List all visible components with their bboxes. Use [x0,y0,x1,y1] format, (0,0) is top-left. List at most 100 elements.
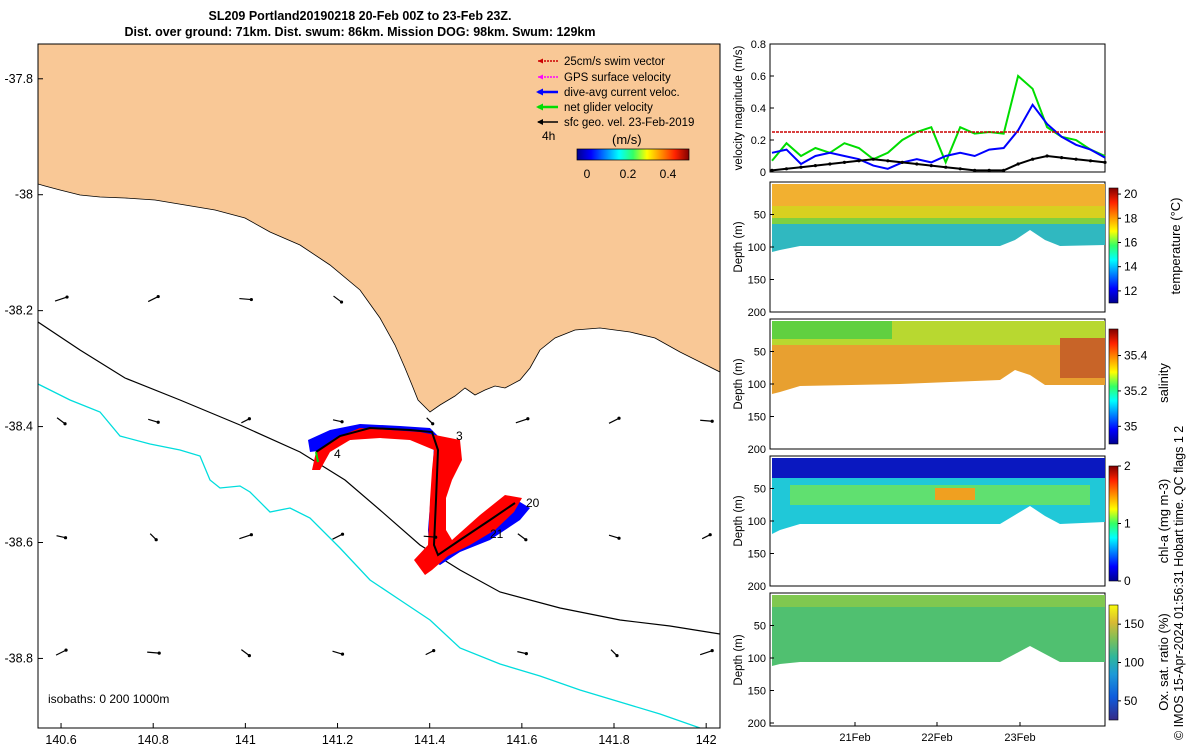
vector-arrow-head [249,297,253,302]
depth-tick-label: 50 [754,621,766,633]
vector-arrow-head [617,536,621,540]
land-mass [38,44,720,413]
chl-surface-layer [772,458,1105,480]
map-x-tick-label: 140.8 [138,733,169,747]
velocity-point [770,168,774,172]
vector-arrow [239,297,252,301]
map-frame [37,43,721,729]
vector-arrow-head [340,420,344,424]
map-y-tick-label: -38.6 [5,536,34,550]
velocity-point [915,162,919,166]
depth-panels: Depth (m) temperature (°C) Depth (m) sal… [733,181,1183,744]
geostrophic-vector-field [54,294,714,658]
velocity-y-label: velocity magnitude (m/s) [733,46,745,171]
depth-axis-ticks: 50 100 150 200 50 100 150 200 50 100 150 200 50 100 15… [748,210,774,730]
salinity-panel: Depth (m) salinity [733,318,1171,450]
colorbar-tick-label: 16 [1124,235,1138,249]
depth-tick-label: 200 [748,444,766,456]
vector-arrow-head [710,649,714,653]
velocity-point [813,164,818,168]
vector-arrow [147,651,160,654]
glider-track [315,426,516,557]
salinity-y-label: Depth (m) [733,358,745,409]
map-y-tick-label: -38 [15,188,33,202]
temp-mixed-layer [772,206,1105,220]
vector-arrow [333,295,342,303]
velocity-series-line [771,102,1106,170]
legend-gps-velocity: GPS surface velocity [538,72,671,84]
isobath-1000m [38,383,701,728]
velocity-point [857,159,861,163]
chl-panel: Depth (m) chl-a (mg m-3) [733,455,1171,587]
depth-tick-label: 100 [748,379,766,391]
legend-net-velocity: net glider velocity [536,102,653,114]
colorbar-tick-0.2: 0.2 [620,167,637,181]
legend-label-swim: 25cm/s swim vector [564,56,665,68]
velocity-tick-label: 0.8 [751,39,766,51]
depth-tick-label: 200 [748,718,766,730]
depth-tick-label: 50 [754,347,766,359]
velocity-point [784,167,789,171]
vector-arrow-head [63,422,67,426]
velocity-panel: 0 0.2 0.4 0.6 0.8 velocity magnitude (m/s) [733,39,1107,179]
vector-arrow-head [340,532,345,536]
vector-arrow-head [710,419,714,423]
colorbar-tick-label: 35.4 [1124,349,1148,363]
vector-arrow [423,535,436,538]
colorbar-units-label: (m/s) [612,132,642,147]
chl-peak [935,488,975,500]
depth-tick-label: 100 [748,653,766,665]
colorbar-tick-label: 0 [1124,574,1131,588]
velocity-point [1045,154,1049,158]
vector-arrow [55,649,67,656]
colorbar-tick-0.4: 0.4 [660,167,677,181]
map-x-tick-label: 141.2 [322,733,353,747]
map-legend: 25cm/s swim vector GPS surface velocity … [536,56,694,181]
temperature-panel: Depth (m) temperature (°C) [733,181,1183,313]
vector-arrow-head [615,654,619,658]
legend-label-gps: GPS surface velocity [564,72,671,84]
depth-tick-label: 50 [754,484,766,496]
vector-arrow-head [64,648,68,652]
vector-arrow [147,296,159,303]
velocity-point [1059,156,1064,160]
map-axis-ticks: 140.6 140.8 141 141.2 141.4 141.6 141.8 142 -37.… [5,72,717,747]
day-marker-3: 3 [456,429,463,443]
depth-tick-label: 200 [748,307,766,319]
colorbar-tick-label: 50 [1124,694,1138,708]
velocity-point [828,162,832,166]
vector-arrow [241,649,250,657]
depth-tick-label: 50 [754,210,766,222]
vector-arrow-head [617,416,621,420]
velocity-tick-label: 0.2 [751,135,766,147]
velocity-point [929,164,933,168]
vector-arrow [515,418,529,424]
salinity-cb-label: salinity [1156,363,1171,403]
track-swim-envelope [312,428,522,575]
legend-current-velocity: dive-avg current veloc. [536,87,680,99]
velocity-point [871,157,875,161]
velocity-point [886,159,890,163]
velocity-y-ticks: 0 0.2 0.4 0.6 0.8 [751,39,774,179]
vector-arrow [239,534,252,540]
oxygen-field [772,595,1105,666]
map-y-tick-label: -38.4 [5,420,34,434]
colorbar-tick-0: 0 [584,167,591,181]
vector-arrow [332,650,343,655]
title-line-2: Dist. over ground: 71km. Dist. swum: 86k… [124,25,596,39]
map-x-tick-label: 141.6 [506,733,537,747]
figure-title: SL209 Portland20190218 20-Feb 00Z to 23-… [0,8,720,40]
vector-arrow [699,650,713,656]
colorbar-tick-label: 150 [1124,617,1144,631]
date-tick-label: 22Feb [921,732,952,744]
legend-swim-vector: 25cm/s swim vector [538,56,665,68]
colorbar-tick-label: 18 [1124,211,1138,225]
date-axis-ticks: 21Feb 22Feb 23Feb [839,722,1036,744]
oxygen-cb-label: Ox. sat. ratio (%) [1156,613,1171,711]
colorbar-tick-label: 100 [1124,656,1144,670]
map-x-tick-label: 140.6 [45,733,76,747]
velocity-tick-label: 0.4 [751,103,766,115]
velocity-point [1002,168,1006,172]
